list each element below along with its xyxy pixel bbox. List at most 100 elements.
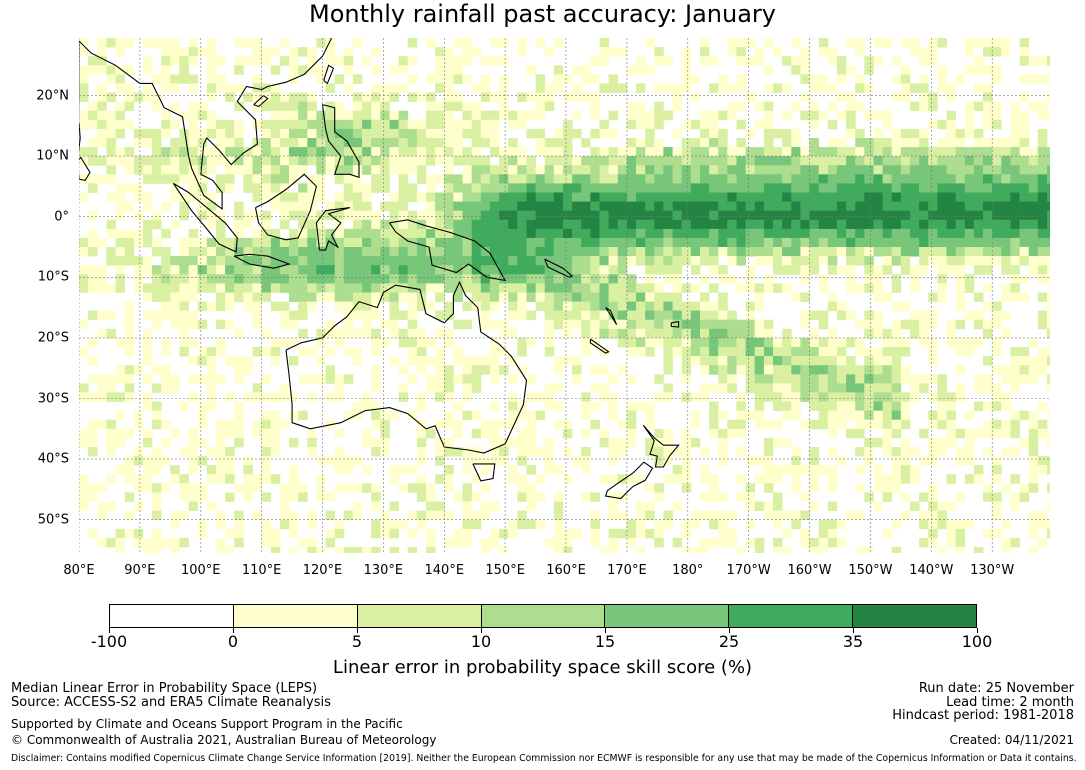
skill-cell — [992, 383, 1002, 393]
skill-cell — [508, 256, 518, 266]
skill-cell — [773, 156, 783, 166]
skill-cell — [1037, 74, 1048, 84]
skill-cell — [243, 165, 253, 175]
skill-cell — [1001, 138, 1011, 148]
skill-cell — [745, 347, 756, 357]
skill-cell — [279, 165, 290, 175]
skill-cell — [891, 165, 902, 175]
skill-cell — [389, 83, 399, 93]
skill-cell — [444, 174, 454, 184]
skill-cell — [809, 546, 819, 553]
skill-cell — [179, 347, 189, 357]
skill-cell — [919, 138, 929, 148]
lat-label: 50°S — [37, 512, 69, 528]
skill-cell — [1010, 292, 1020, 302]
skill-cell — [690, 437, 701, 448]
skill-cell — [206, 119, 217, 130]
skill-cell — [234, 228, 244, 239]
skill-cell — [681, 247, 692, 257]
skill-cell — [745, 201, 756, 212]
skill-cell — [1019, 228, 1030, 239]
skill-cell — [955, 519, 966, 530]
skill-cell — [745, 410, 756, 421]
skill-cell — [928, 337, 938, 348]
skill-cell — [270, 428, 281, 439]
skill-cell — [371, 183, 381, 193]
skill-cell — [928, 210, 938, 221]
skill-cell — [937, 237, 947, 248]
skill-cell — [745, 165, 756, 175]
skill-cell — [864, 310, 874, 321]
skill-cell — [873, 328, 883, 339]
skill-cell — [508, 156, 518, 166]
skill-cell — [727, 274, 737, 284]
skill-cell — [864, 219, 874, 230]
skill-cell — [88, 447, 98, 457]
skill-cell — [544, 274, 555, 284]
skill-cell — [983, 110, 993, 121]
skill-cell — [398, 165, 409, 175]
skill-cell — [864, 56, 874, 66]
skill-cell — [617, 219, 628, 230]
skill-cell — [873, 347, 883, 357]
skill-cell — [937, 74, 947, 84]
skill-cell — [992, 210, 1002, 221]
skill-cell — [234, 38, 244, 48]
skill-cell — [946, 519, 956, 530]
skill-cell — [508, 283, 518, 293]
skill-cell — [307, 283, 317, 293]
skill-cell — [681, 237, 692, 248]
skill-cell — [727, 537, 737, 548]
skill-cell — [763, 501, 774, 511]
skill-cell — [882, 356, 893, 366]
skill-cell — [773, 510, 783, 521]
skill-cell — [343, 210, 354, 221]
skill-cell — [307, 138, 317, 148]
skill-cell — [508, 192, 518, 202]
skill-cell — [681, 283, 692, 293]
skill-cell — [727, 428, 737, 439]
skill-cell — [508, 110, 518, 121]
skill-cell — [179, 401, 189, 411]
skill-cell — [846, 165, 856, 175]
skill-cell — [188, 492, 199, 502]
skill-cell — [572, 247, 582, 257]
skill-cell — [882, 374, 893, 384]
skill-cell — [900, 492, 911, 502]
skill-cell — [736, 447, 746, 457]
skill-cell — [773, 465, 783, 475]
skill-map[interactable] — [79, 38, 1050, 553]
skill-cell — [1028, 374, 1039, 384]
skill-cell — [124, 365, 135, 375]
skill-cell — [216, 247, 226, 257]
skill-cell — [955, 256, 966, 266]
skill-cell — [526, 410, 536, 421]
skill-cell — [782, 383, 792, 393]
skill-cell — [124, 247, 135, 257]
skill-cell — [663, 156, 673, 166]
skill-cell — [453, 537, 463, 548]
skill-cell — [206, 356, 217, 366]
skill-cell — [1037, 156, 1048, 166]
skill-cell — [553, 492, 564, 502]
skill-cell — [426, 237, 436, 248]
skill-cell — [508, 147, 518, 157]
skill-cell — [206, 192, 217, 202]
skill-cell — [809, 347, 819, 357]
skill-cell — [471, 519, 482, 530]
skill-cell — [791, 237, 801, 248]
skill-cell — [462, 483, 472, 493]
skill-cell — [517, 447, 527, 457]
skill-cell — [919, 374, 929, 384]
skill-cell — [115, 374, 125, 384]
skill-cell — [508, 519, 518, 530]
skill-cell — [124, 256, 135, 266]
skill-cell — [626, 165, 637, 175]
skill-cell — [426, 201, 436, 212]
skill-cell — [188, 319, 199, 330]
skill-cell — [526, 256, 536, 266]
skill-cell — [106, 92, 116, 102]
skill-cell — [188, 265, 199, 275]
skill-cell — [563, 183, 573, 193]
skill-cell — [992, 365, 1002, 375]
